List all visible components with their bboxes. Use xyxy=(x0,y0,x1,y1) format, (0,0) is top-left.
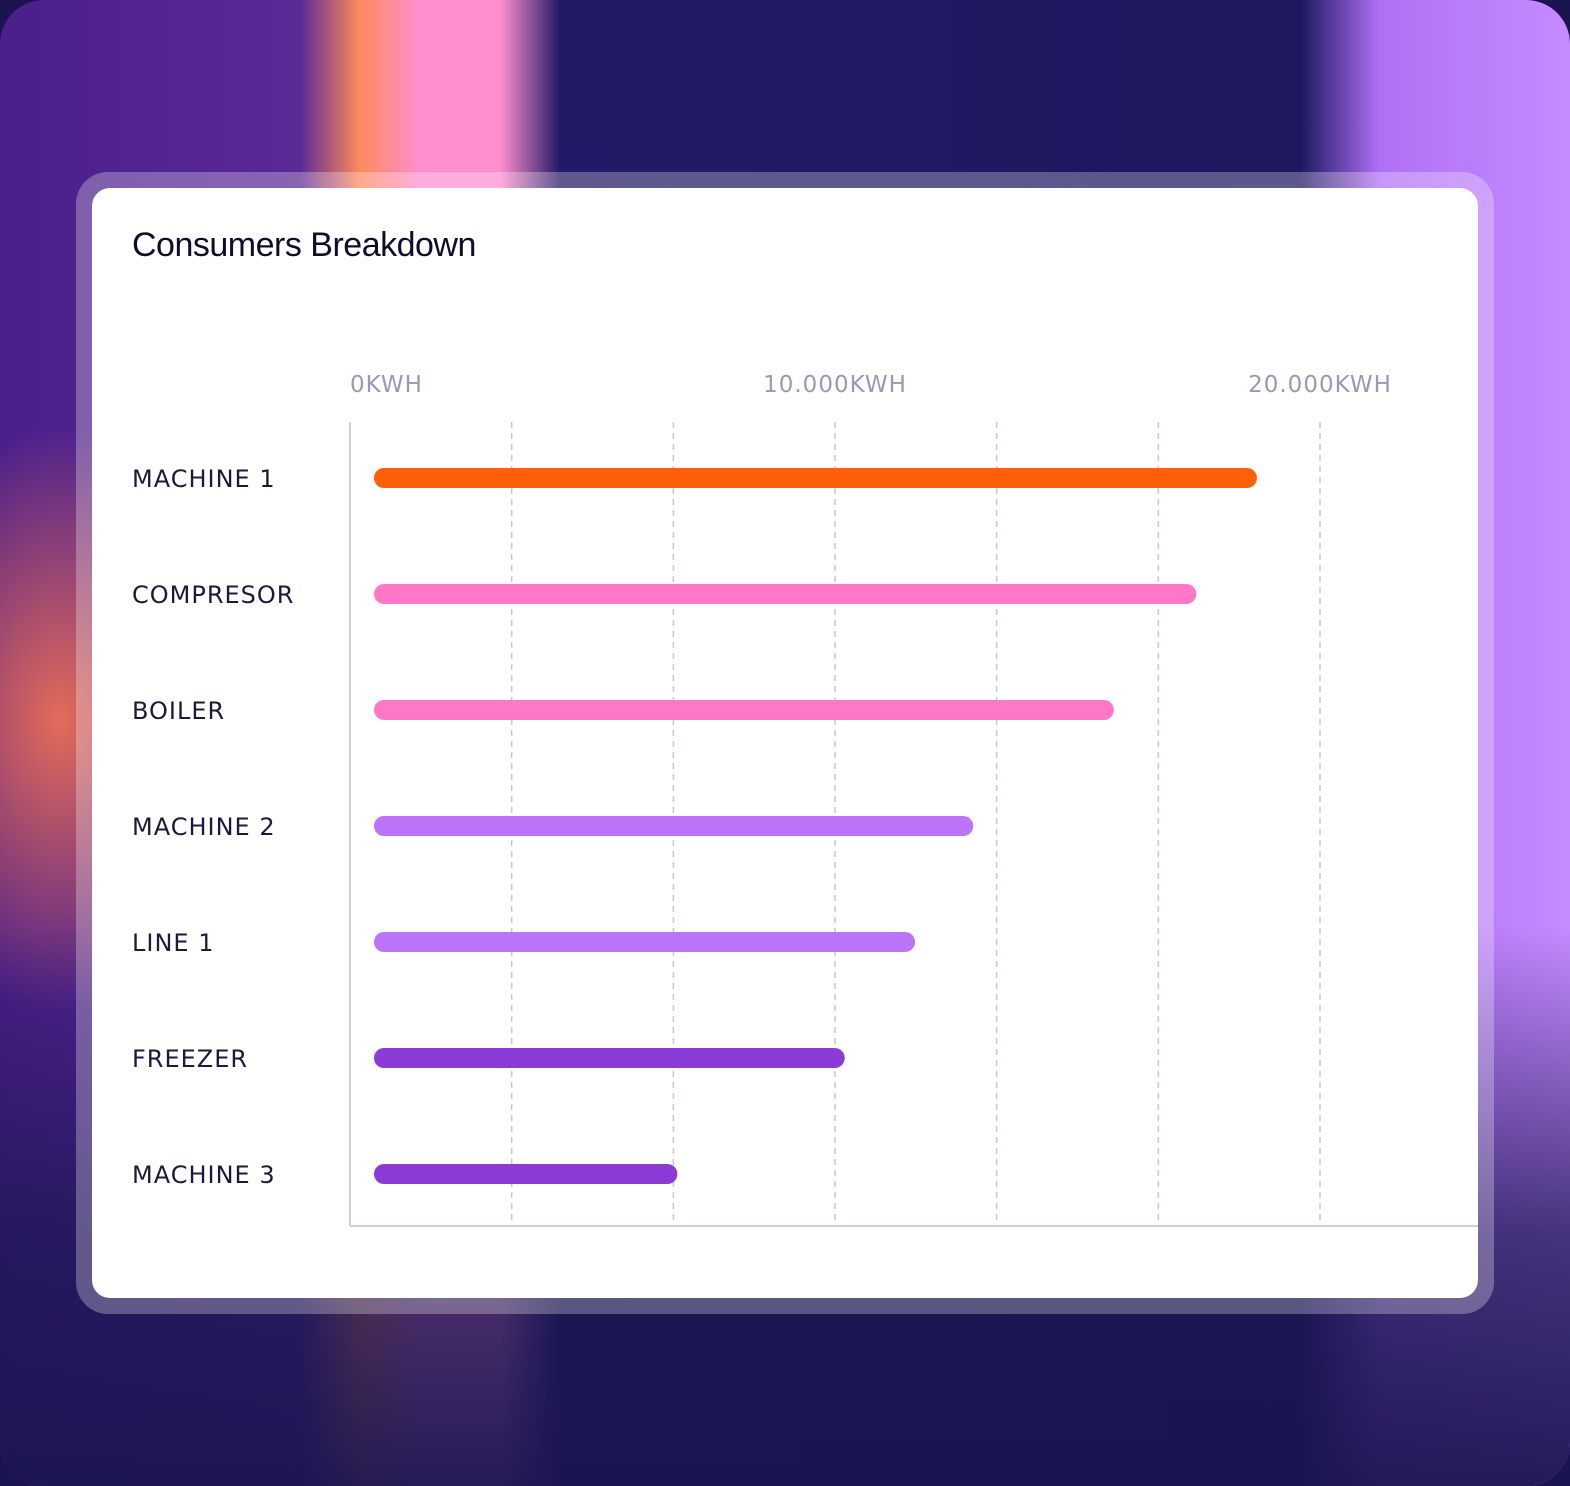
category-label: LINE 1 xyxy=(132,929,214,957)
bar-chart: 0KWH 10.000KWH 20.000KWH MACHINE 1 COMPRESOR… xyxy=(132,372,1478,1227)
chart-card: Consumers Breakdown 0KWH 10.000KWH 20.000K… xyxy=(92,188,1478,1298)
x-tick-label: 0KWH xyxy=(350,372,423,398)
category-label: MACHINE 3 xyxy=(132,1161,276,1189)
chart-title: Consumers Breakdown xyxy=(132,226,476,264)
x-tick-label: 20.000KWH xyxy=(1248,372,1392,398)
bar xyxy=(374,932,916,952)
category-label: MACHINE 1 xyxy=(132,465,276,493)
bar xyxy=(374,816,974,836)
bar xyxy=(374,700,1114,720)
bar xyxy=(374,1164,678,1184)
category-label: MACHINE 2 xyxy=(132,813,276,841)
category-label: COMPRESOR xyxy=(132,581,294,609)
category-label: FREEZER xyxy=(132,1045,248,1073)
bar xyxy=(374,1048,845,1068)
bar xyxy=(374,468,1257,488)
x-tick-label: 10.000KWH xyxy=(763,372,907,398)
bar xyxy=(374,584,1197,604)
category-label: BOILER xyxy=(132,697,225,725)
